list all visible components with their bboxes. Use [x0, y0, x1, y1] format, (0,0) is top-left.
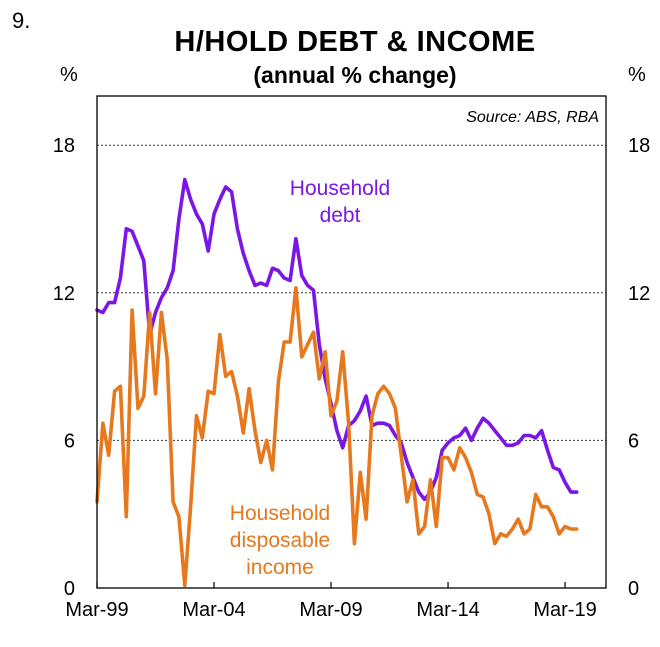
y-tick-label-left: 12	[53, 283, 75, 305]
series-label-household-income-line3: income	[246, 556, 314, 579]
series-line-household-income	[95, 286, 579, 588]
series-line-household-debt	[95, 177, 579, 502]
chart-subtitle: (annual % change)	[253, 62, 457, 88]
series-label-household-debt-line1: Household	[290, 177, 390, 200]
source-note: Source: ABS, RBA	[466, 109, 599, 126]
chart-title: H/HOLD DEBT & INCOME	[174, 26, 536, 58]
x-tick-label: Mar-14	[416, 599, 479, 621]
x-tick-label: Mar-04	[182, 599, 245, 621]
y-tick-label-right: 0	[628, 578, 639, 600]
y-tick-label-right: 12	[628, 283, 650, 305]
y-tick-label-right: 6	[628, 430, 639, 452]
series-label-household-income-line2: disposable	[230, 529, 330, 552]
y-tick-label-left: 0	[64, 578, 75, 600]
y-tick-label-left: 18	[53, 135, 75, 157]
y-tick-label-right: 18	[628, 135, 650, 157]
x-tick-label: Mar-09	[299, 599, 362, 621]
x-tick-label: Mar-19	[533, 599, 596, 621]
y-tick-label-left: 6	[64, 430, 75, 452]
plot-frame	[96, 95, 607, 589]
figure-number: 9.	[12, 8, 31, 33]
y-axis-unit-left: %	[60, 64, 78, 86]
series-label-household-income-line1: Household	[230, 502, 330, 525]
y-axis-unit-right: %	[628, 64, 646, 86]
series-label-household-debt-line2: debt	[320, 204, 361, 227]
x-tick-label: Mar-99	[65, 599, 128, 621]
